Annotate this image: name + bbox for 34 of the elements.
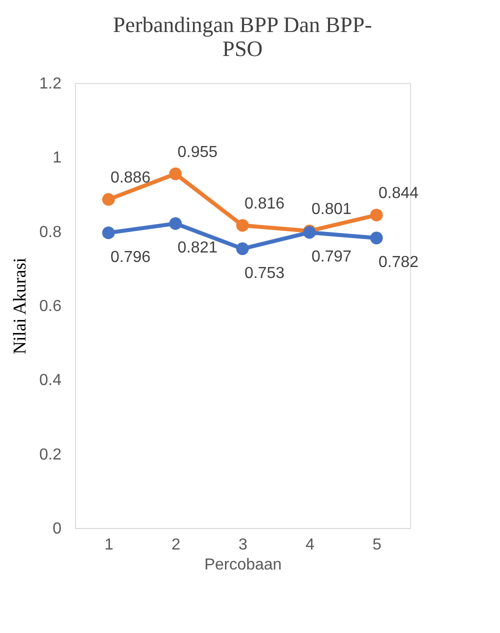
point — [236, 242, 249, 256]
y-tick-label: 0.2 — [39, 446, 62, 464]
text: Perbandingan BPP Dan BPP- — [113, 12, 372, 37]
data-label: 0.821 — [177, 240, 218, 257]
x-tick-label: 4 — [306, 536, 315, 554]
x-tick-label: 1 — [104, 536, 114, 554]
y-tick-label: 0.8 — [39, 224, 62, 241]
x-tick-label: 2 — [172, 536, 181, 554]
data-label: 0.797 — [311, 248, 352, 266]
data-label: 0.886 — [110, 169, 151, 186]
y-tick-label: 1.2 — [39, 76, 62, 92]
point — [169, 168, 182, 180]
point — [102, 226, 115, 240]
y-axis-title: Nilai Akurasi — [9, 258, 30, 354]
data-label: 0.782 — [378, 254, 419, 272]
y-tick-label: 0.6 — [39, 298, 62, 315]
data-label: 0.801 — [311, 200, 352, 218]
point — [102, 193, 115, 206]
data-label: 0.796 — [110, 248, 151, 266]
y-tick-label: 0 — [52, 520, 62, 538]
data-label: 0.955 — [177, 144, 218, 161]
x-tick-label: 3 — [238, 536, 248, 554]
point — [169, 217, 182, 230]
y-tick-label: 0.4 — [39, 372, 62, 390]
x-axis-title: Percobaan — [204, 556, 282, 574]
data-label: 0.844 — [378, 185, 419, 202]
text: PSO — [222, 36, 263, 61]
point — [370, 232, 383, 244]
point — [370, 208, 383, 222]
y-tick-label: 1 — [52, 150, 62, 167]
data-label: 0.816 — [244, 195, 285, 212]
x-tick-label: 5 — [372, 536, 382, 554]
point — [236, 219, 249, 232]
data-label: 0.753 — [244, 264, 285, 282]
